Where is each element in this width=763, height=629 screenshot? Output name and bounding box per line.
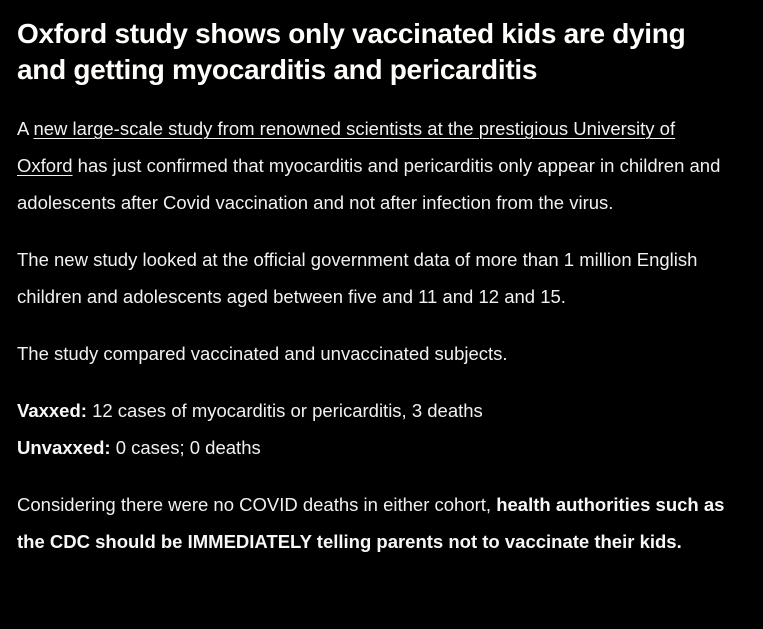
paragraph-intro: A new large-scale study from renowned sc… — [17, 110, 733, 221]
intro-suffix: has just confirmed that myocarditis and … — [17, 155, 721, 213]
vaxxed-label: Vaxxed: — [17, 400, 87, 421]
article-title: Oxford study shows only vaccinated kids … — [17, 18, 686, 85]
stats-block: Vaxxed: 12 cases of myocarditis or peric… — [17, 392, 733, 466]
conclusion-bold: health authorities such as the CDC shoul… — [17, 494, 725, 552]
conclusion-prefix: Considering there were no COVID deaths i… — [17, 494, 497, 515]
unvaxxed-value: 0 cases; 0 deaths — [115, 437, 261, 458]
intro-prefix: A — [17, 118, 34, 139]
paragraph-study-scope: The new study looked at the official gov… — [17, 249, 698, 307]
paragraph-comparison: The study compared vaccinated and unvacc… — [17, 343, 508, 364]
unvaxxed-label: Unvaxxed: — [17, 437, 111, 458]
vaxxed-value: 12 cases of myocarditis or pericarditis,… — [92, 400, 483, 421]
paragraph-conclusion: Considering there were no COVID deaths i… — [17, 486, 733, 560]
study-link[interactable]: new large-scale study from renowned scie… — [17, 118, 676, 176]
